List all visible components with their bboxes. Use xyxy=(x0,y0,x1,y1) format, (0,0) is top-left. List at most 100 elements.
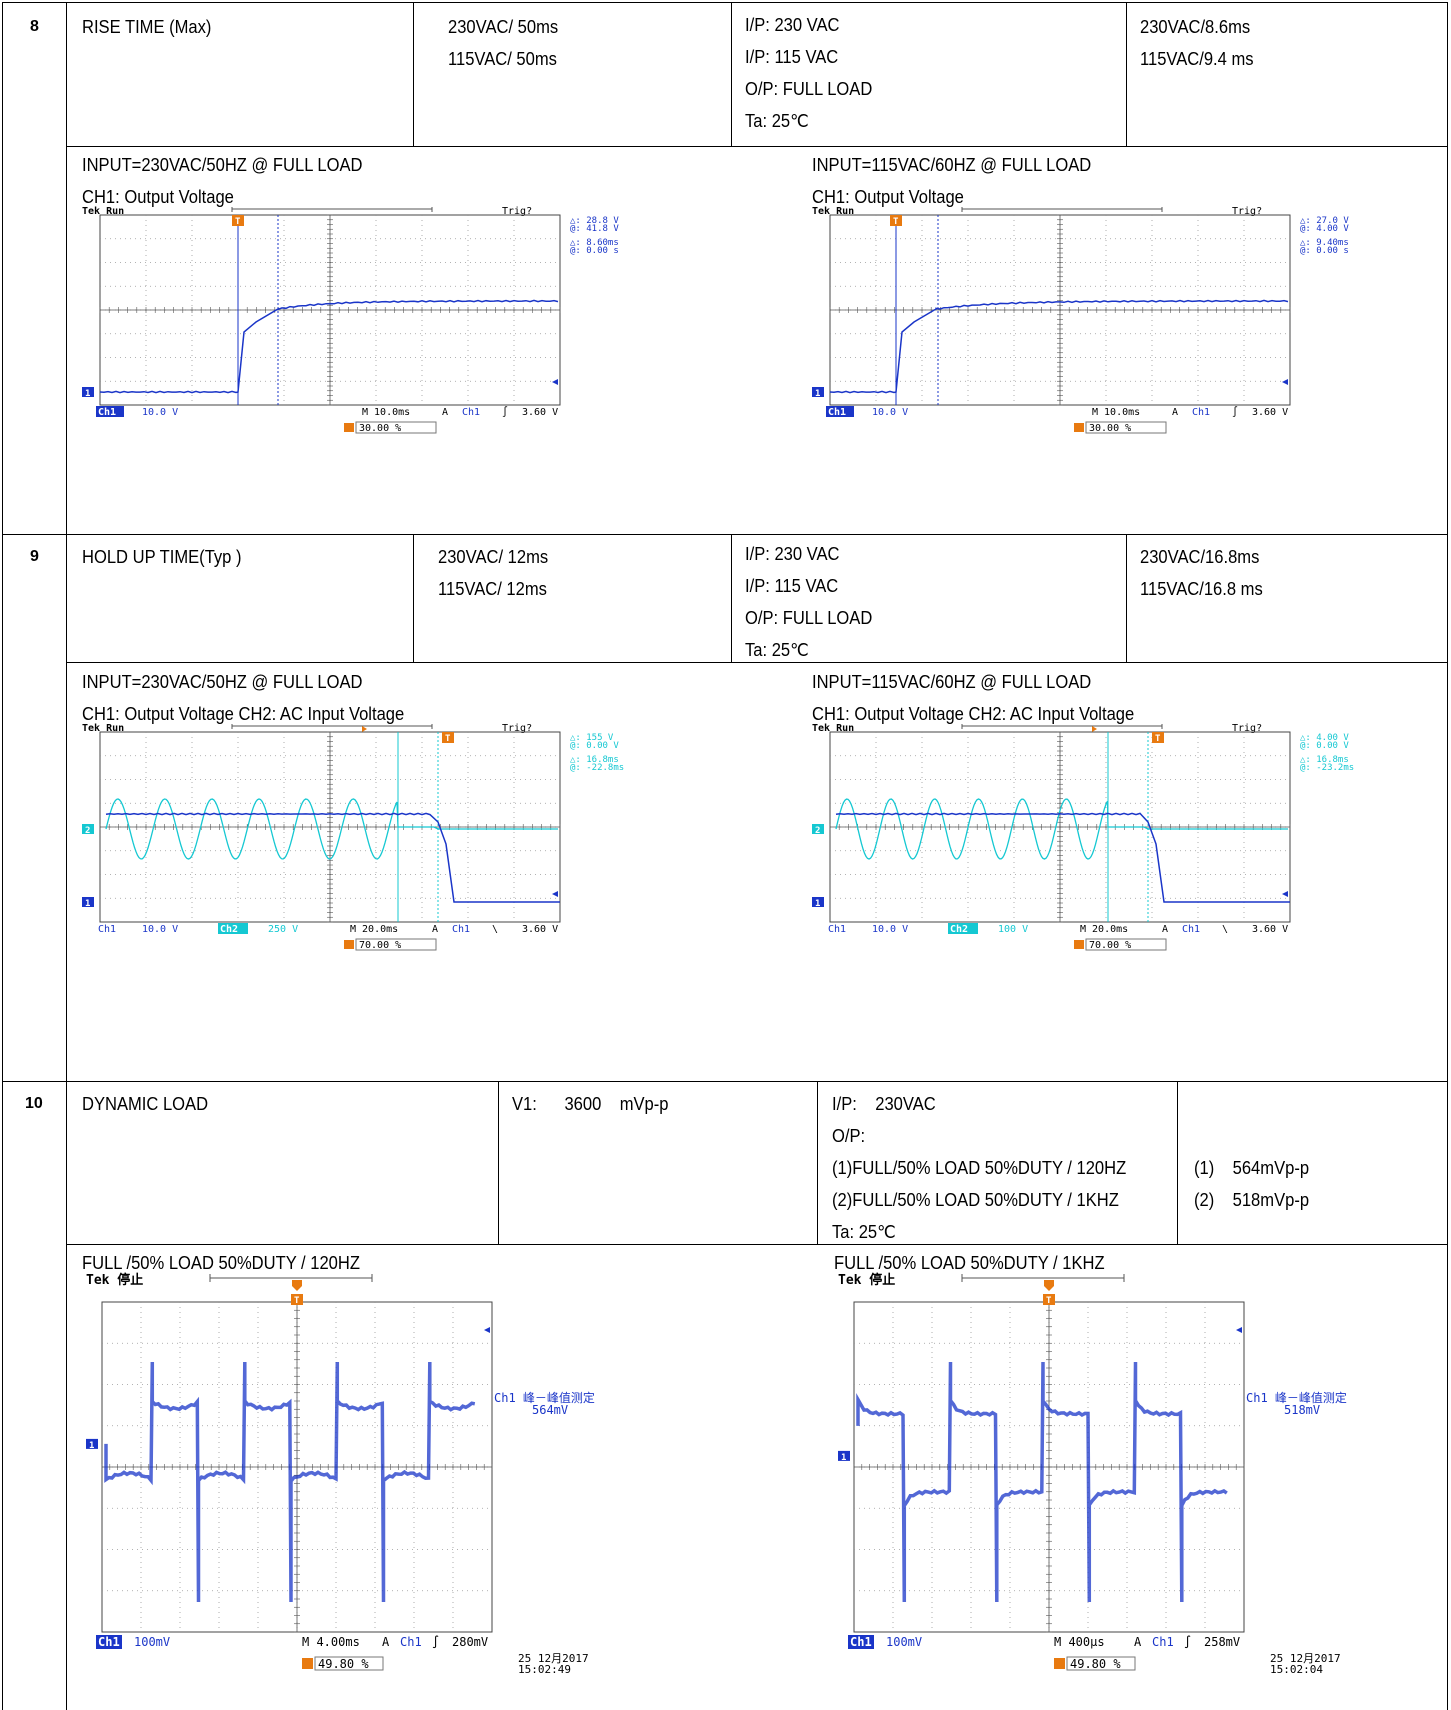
measurement-readout: @: 0.00 V xyxy=(1300,741,1349,751)
condition-line: Ta: 25℃ xyxy=(832,1222,896,1242)
trigger-position-box xyxy=(1066,1656,1136,1671)
ch2-waveform xyxy=(105,798,558,860)
scope-status: Tek Run xyxy=(812,206,854,217)
trigger-pointer xyxy=(1092,726,1097,732)
measurement-readout: @: 41.8 V xyxy=(570,224,619,234)
trigger-slope: ∫ xyxy=(432,1635,439,1649)
scope-caption: CH1: Output Voltage xyxy=(812,187,964,207)
trigger-source: Ch1 xyxy=(1182,924,1200,935)
trigger-position-icon xyxy=(344,940,354,949)
oscilloscope-capture-rise-115v: Tek Run Trig? △: 27.0 V@: 4.00 V △: 9.40ms@… xyxy=(812,206,1349,434)
channel-badge-label: Ch1 xyxy=(98,924,116,935)
scope-caption: CH1: Output Voltage CH2: AC Input Voltag… xyxy=(82,704,405,724)
measurement-readout: @: 0.00 s xyxy=(1300,246,1349,256)
measurement-readout: △: 28.8 V xyxy=(570,216,619,226)
scope-caption: FULL /50% LOAD 50%DUTY / 1KHZ xyxy=(834,1253,1105,1273)
trigger-level: 3.60 V xyxy=(1252,924,1288,935)
trigger-position-box xyxy=(1085,938,1167,951)
trigger-position-icon xyxy=(1074,940,1084,949)
trigger-pointer xyxy=(1044,1280,1054,1291)
result-line: 230VAC/16.8ms xyxy=(1140,547,1260,567)
trigger-position-box xyxy=(314,1656,384,1671)
trigger-mode: A xyxy=(382,1635,390,1649)
trigger-position-box xyxy=(1085,421,1167,434)
capture-date: 25 12月2017 xyxy=(518,1652,589,1665)
channel-badge-label: Ch2 xyxy=(220,924,238,935)
measurement-readout: Ch1 峰－峰值测定 xyxy=(1246,1390,1347,1405)
trigger-marker-label: T xyxy=(235,217,241,227)
time-per-div: M 20.0ms xyxy=(1080,924,1128,935)
channel-badge xyxy=(848,1635,874,1649)
trigger-marker-label: T xyxy=(445,734,451,744)
measurement-readout: △: 16.8ms xyxy=(570,755,619,765)
measurement-readout: △: 27.0 V xyxy=(1300,216,1349,226)
trigger-level: 3.60 V xyxy=(522,924,558,935)
channel-badge-label: Ch1 xyxy=(850,1635,872,1649)
scope-trig-status: Trig? xyxy=(502,723,532,734)
condition-line: O/P: FULL LOAD xyxy=(745,608,873,628)
trigger-slope: ∫ xyxy=(1232,406,1238,418)
trigger-marker xyxy=(890,215,902,226)
channel-marker xyxy=(82,387,94,397)
channel-badge-label: Ch1 xyxy=(98,407,116,418)
trigger-pointer xyxy=(362,726,367,732)
channel-marker xyxy=(812,897,824,907)
measurement-readout: Ch1 峰－峰值测定 xyxy=(494,1390,595,1405)
result-line: (2) 518mVp-p xyxy=(1194,1190,1310,1210)
scope-caption: INPUT=230VAC/50HZ @ FULL LOAD xyxy=(82,672,363,692)
scope-caption: INPUT=230VAC/50HZ @ FULL LOAD xyxy=(82,155,363,175)
trigger-marker-label: T xyxy=(893,217,899,227)
time-per-div: M 4.00ms xyxy=(302,1635,360,1649)
channel-marker-label: 1 xyxy=(815,899,820,909)
channel-badge-label: Ch1 xyxy=(98,1635,120,1649)
measurement-readout: @: -22.8ms xyxy=(570,763,624,773)
capture-time: 15:02:04 xyxy=(1270,1663,1323,1676)
measurement-readout: △: 155 V xyxy=(570,733,614,743)
item-label: HOLD UP TIME(Typ ) xyxy=(82,547,242,567)
scope-status: Tek Run xyxy=(82,206,124,217)
ch1-waveform xyxy=(829,299,1289,394)
trigger-level-arrow xyxy=(484,1327,490,1333)
scope-trig-status: Trig? xyxy=(502,206,532,217)
condition-line: (1)FULL/50% LOAD 50%DUTY / 120HZ xyxy=(832,1158,1127,1178)
scope-status: Tek Run xyxy=(82,723,124,734)
scope-caption: INPUT=115VAC/60HZ @ FULL LOAD xyxy=(812,672,1092,692)
trigger-slope: \ xyxy=(492,924,498,935)
channel-badge xyxy=(96,1635,122,1649)
spec-line: V1: 3600 mVp-p xyxy=(512,1094,669,1114)
channel-badge-label: Ch2 xyxy=(950,924,968,935)
trigger-position-icon xyxy=(1074,423,1084,432)
scope-caption: FULL /50% LOAD 50%DUTY / 120HZ xyxy=(82,1253,360,1273)
channel-marker-label: 1 xyxy=(815,389,820,399)
channel-marker-label: 2 xyxy=(815,826,820,836)
volts-per-div: 10.0 V xyxy=(142,407,178,418)
trigger-level: 3.60 V xyxy=(522,407,558,418)
measurement-readout: @: 0.00 V xyxy=(570,741,619,751)
measurement-readout: 518mV xyxy=(1284,1403,1320,1417)
channel-badge xyxy=(948,923,978,934)
trigger-level-arrow xyxy=(552,379,558,385)
volts-per-div: 10.0 V xyxy=(872,407,908,418)
volts-per-div: 250 V xyxy=(268,924,298,935)
measurement-readout: △: 9.40ms xyxy=(1300,238,1349,248)
trigger-marker xyxy=(1043,1294,1055,1305)
channel-marker xyxy=(82,824,94,834)
trigger-marker-label: T xyxy=(1155,734,1161,744)
measurement-readout: @: -23.2ms xyxy=(1300,763,1354,773)
channel-marker xyxy=(838,1450,850,1461)
trigger-marker xyxy=(442,732,454,743)
scope-caption: CH1: Output Voltage CH2: AC Input Voltag… xyxy=(812,704,1135,724)
condition-line: O/P: xyxy=(832,1126,866,1146)
condition-line: (2)FULL/50% LOAD 50%DUTY / 1KHZ xyxy=(832,1190,1119,1210)
trigger-source: Ch1 xyxy=(462,407,480,418)
channel-marker-label: 1 xyxy=(85,389,90,399)
scope-caption: CH1: Output Voltage xyxy=(82,187,234,207)
condition-line: I/P: 115 VAC xyxy=(745,576,839,596)
channel-badge xyxy=(218,923,248,934)
time-per-div: M 10.0ms xyxy=(362,407,410,418)
spec-line: 115VAC/ 50ms xyxy=(448,49,557,69)
measurement-readout: @: 4.00 V xyxy=(1300,224,1349,234)
condition-line: I/P: 115 VAC xyxy=(745,47,839,67)
